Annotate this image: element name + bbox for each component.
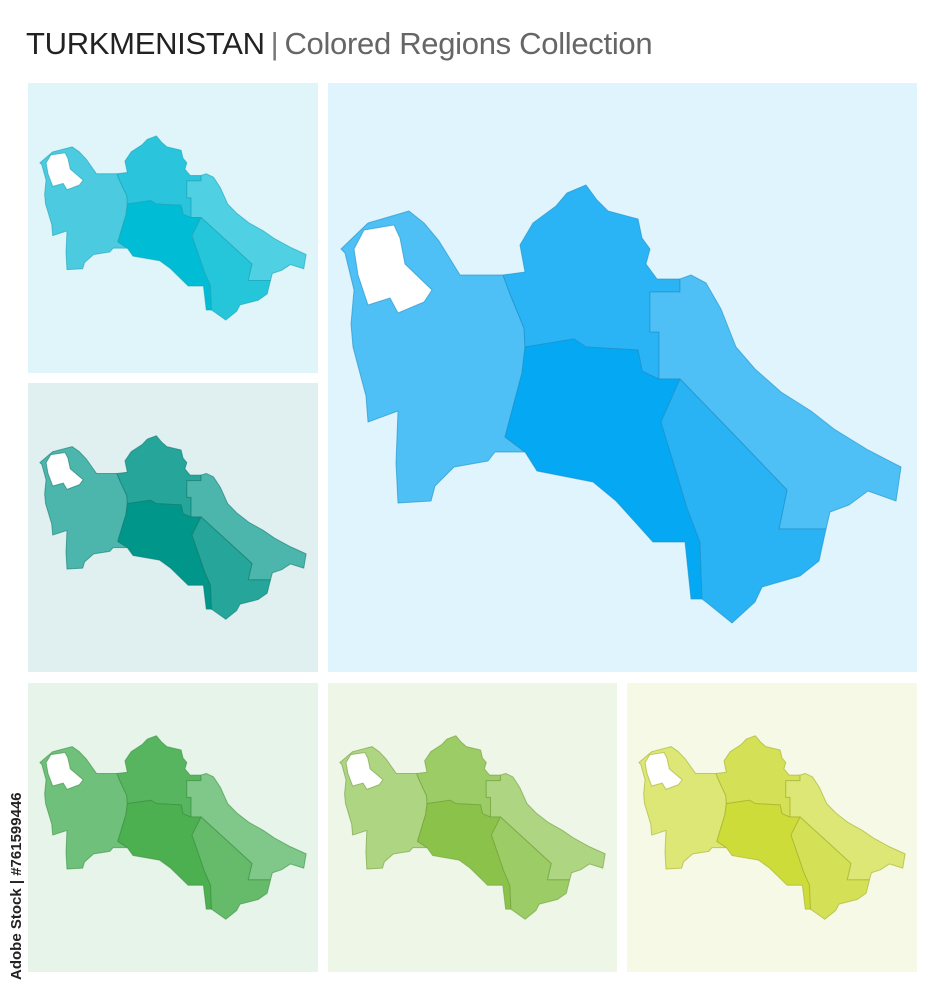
map-panel-green <box>28 683 318 972</box>
region-southeast <box>192 217 270 320</box>
title-separator: | <box>270 26 279 61</box>
stock-id-label: Adobe Stock | #761599446 <box>8 792 25 980</box>
page-title: TURKMENISTAN | Colored Regions Collection <box>26 26 653 62</box>
region-center <box>717 800 811 909</box>
region-southeast <box>791 817 869 919</box>
region-southeast <box>661 379 826 623</box>
country-map <box>28 83 318 373</box>
bay-water <box>645 753 682 790</box>
region-center <box>118 800 212 909</box>
region-northeast <box>486 773 605 879</box>
bay-water <box>46 753 83 790</box>
region-center <box>418 800 511 909</box>
map-panel-lime <box>627 683 917 972</box>
map-panel-light-green <box>328 683 617 972</box>
bay-water <box>46 153 83 190</box>
bay-water <box>354 225 432 313</box>
region-northeast <box>187 773 306 879</box>
region-southeast <box>192 817 270 919</box>
region-center <box>118 500 212 609</box>
region-southeast <box>192 517 270 619</box>
region-northeast <box>187 174 306 281</box>
region-northeast <box>650 275 901 529</box>
country-map <box>627 683 917 972</box>
country-map <box>328 683 617 972</box>
country-map <box>28 383 318 672</box>
region-northeast <box>187 473 306 579</box>
bay-water <box>346 753 383 790</box>
region-center <box>118 201 212 310</box>
region-southeast <box>491 817 569 919</box>
country-map <box>28 683 318 972</box>
map-panel-cyan <box>28 83 318 373</box>
bay-water <box>46 453 83 490</box>
region-northeast <box>786 773 905 879</box>
country-name: TURKMENISTAN <box>26 26 265 61</box>
map-panel-teal <box>28 383 318 672</box>
country-map <box>328 83 917 672</box>
subtitle: Colored Regions Collection <box>284 26 653 61</box>
map-panel-blue-large <box>328 83 917 672</box>
